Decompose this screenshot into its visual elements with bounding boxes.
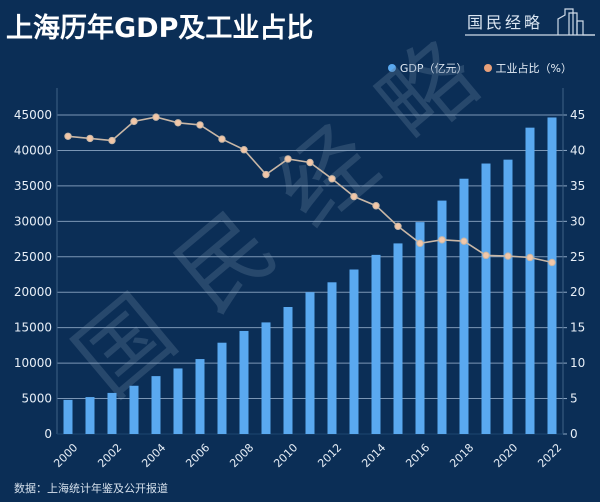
- y-left-tick-label: 5000: [21, 392, 52, 406]
- logo-text: 国民经略: [467, 13, 544, 32]
- industry-share-point: [174, 119, 182, 127]
- y-left-tick-label: 15000: [14, 321, 52, 335]
- source-note: 数据：上海统计年鉴及公开报道: [14, 482, 168, 495]
- gdp-bar: [85, 397, 95, 434]
- x-tick-label: 2018: [447, 441, 476, 470]
- legend-industry-dot-icon: [483, 64, 492, 72]
- gdp-bar: [393, 243, 403, 434]
- industry-share-point: [218, 135, 226, 143]
- x-tick-label: 2008: [227, 441, 256, 470]
- y-left-tick-label: 10000: [14, 356, 52, 370]
- y-left-tick-label: 45000: [14, 108, 52, 122]
- x-tick-label: 2002: [95, 441, 124, 470]
- gdp-bar: [371, 254, 381, 434]
- x-tick-label: 2006: [183, 441, 212, 470]
- legend-industry-label: 工业占比（%）: [495, 62, 572, 75]
- gdp-bar: [63, 399, 73, 434]
- industry-share-point: [306, 158, 314, 167]
- gdp-bars: [63, 117, 557, 435]
- industry-share-point: [504, 252, 512, 260]
- gdp-bar: [415, 222, 425, 434]
- industry-share-point: [394, 222, 402, 230]
- industry-share-point: [416, 239, 424, 248]
- industry-share-point: [130, 117, 138, 126]
- x-tick-label: 2010: [271, 441, 300, 470]
- gdp-bar: [327, 282, 337, 434]
- gdp-bar: [151, 376, 161, 434]
- x-tick-label: 2012: [315, 441, 344, 470]
- industry-share-point: [438, 236, 446, 244]
- x-tick-label: 2014: [359, 441, 388, 470]
- gdp-bar: [547, 117, 557, 435]
- y-left-tick-label: 20000: [14, 285, 52, 299]
- y-right-tick-label: 25: [570, 250, 585, 264]
- industry-share-point: [372, 202, 380, 210]
- industry-share-point: [350, 192, 358, 201]
- gdp-bar: [261, 322, 271, 434]
- gdp-bar: [283, 307, 293, 434]
- y-right-tick-label: 10: [570, 356, 585, 370]
- legend-gdp-dot-icon: [387, 64, 396, 72]
- gdp-bar: [239, 330, 249, 434]
- y-right-tick-label: 40: [570, 143, 585, 157]
- gdp-bar: [349, 269, 359, 434]
- x-tick-label: 2000: [51, 441, 80, 470]
- industry-share-point: [548, 258, 556, 267]
- industry-share-line: [64, 113, 556, 267]
- gdp-bar: [195, 359, 205, 434]
- industry-share-point: [460, 237, 468, 245]
- gdp-bar: [107, 392, 117, 434]
- gdp-bar: [437, 200, 447, 434]
- y-right-tick-label: 45: [570, 108, 585, 122]
- legend-gdp-label: GDP（亿元）: [399, 62, 468, 75]
- industry-share-point: [482, 251, 490, 260]
- chart-title: 上海历年GDP及工业占比: [6, 13, 314, 44]
- y-left-tick-label: 0: [44, 427, 52, 441]
- chart-legend: GDP（亿元） 工业占比（%）: [387, 60, 572, 76]
- gdp-bar: [217, 342, 227, 434]
- industry-share-point: [240, 146, 248, 154]
- gdp-bar: [503, 159, 513, 434]
- y-left-tick-label: 40000: [14, 143, 52, 157]
- industry-share-point: [196, 121, 204, 129]
- gdp-bar: [459, 178, 469, 434]
- y-left-tick-label: 25000: [14, 250, 52, 264]
- industry-share-point: [152, 113, 160, 121]
- gdp-bar: [129, 385, 139, 434]
- y-right-tick-label: 20: [570, 285, 585, 299]
- industry-share-point: [262, 170, 270, 179]
- logo-skyline-icon: [465, 8, 595, 36]
- industry-share-point: [328, 175, 336, 183]
- y-left-tick-label: 30000: [14, 214, 52, 228]
- industry-share-point: [64, 132, 72, 140]
- y-right-tick-label: 35: [570, 179, 585, 193]
- y-right-tick-label: 15: [570, 321, 585, 335]
- gdp-bar: [525, 127, 535, 434]
- gdp-bar: [305, 292, 315, 434]
- legend-item-industry-share[interactable]: 工业占比（%）: [483, 60, 572, 76]
- industry-share-point: [526, 253, 534, 262]
- industry-share-point: [284, 155, 292, 163]
- industry-share-point: [86, 134, 94, 143]
- y-right-tick-label: 30: [570, 214, 585, 228]
- legend-item-gdp[interactable]: GDP（亿元）: [387, 60, 468, 76]
- x-tick-label: 2004: [139, 441, 168, 470]
- gdp-bar: [481, 163, 491, 434]
- gdp-bar: [173, 368, 183, 434]
- y-right-tick-label: 5: [570, 392, 578, 406]
- brand-logo: 国民经略: [455, 5, 600, 41]
- industry-share-point: [108, 136, 116, 145]
- x-tick-label: 2020: [491, 441, 520, 470]
- x-tick-label: 2016: [403, 441, 432, 470]
- y-left-tick-label: 35000: [14, 179, 52, 193]
- x-tick-label: 2022: [535, 441, 564, 470]
- y-right-tick-label: 0: [570, 427, 578, 441]
